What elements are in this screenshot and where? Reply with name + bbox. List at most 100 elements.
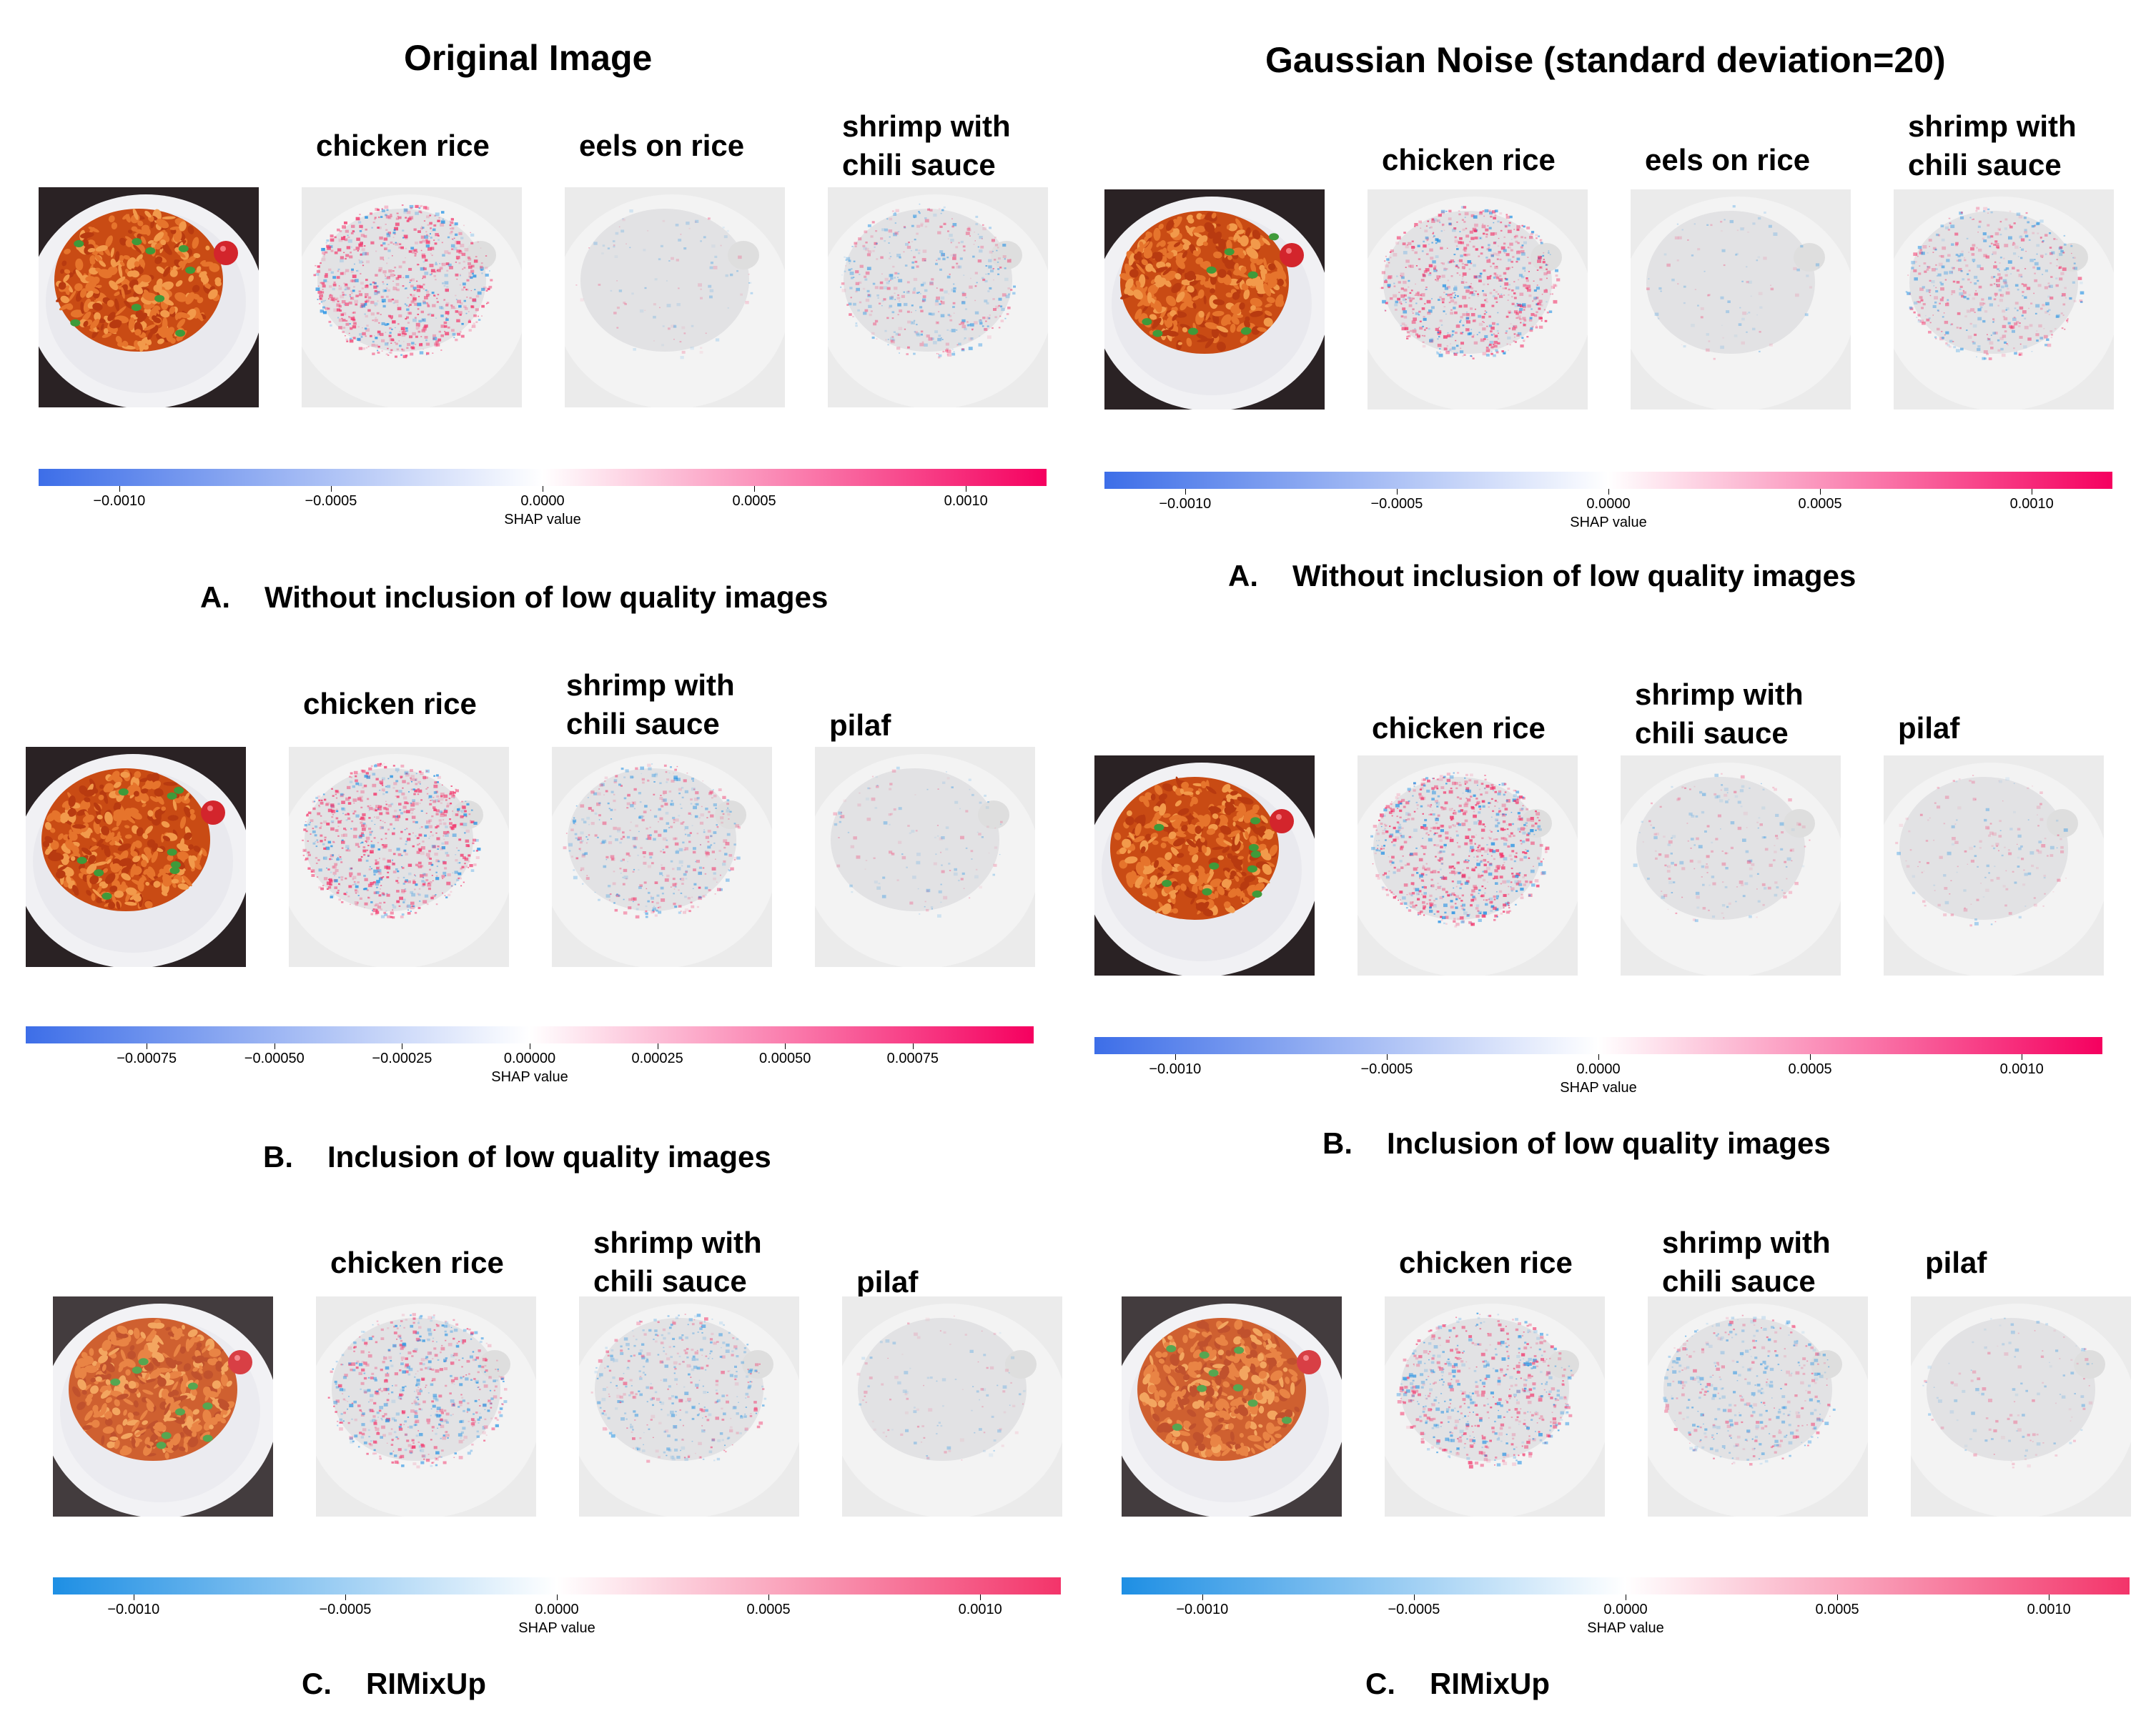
colorbar-tick-label: −0.00025 [372,1051,432,1066]
shap-heatmap [815,747,1035,967]
shap-colorbar [1122,1577,2130,1594]
colorbar-tick-mark [1810,1054,1811,1060]
colorbar-axis-label: SHAP value [504,512,581,527]
shap-colorbar [53,1577,1061,1594]
colorbar-tick-mark [754,486,756,492]
panel-caption-text: RIMixUp [1430,1667,1550,1700]
shap-colorbar [39,469,1047,486]
shap-heatmap [289,747,509,967]
colorbar-tick-label: −0.00050 [244,1051,305,1066]
panel-caption-text: Without inclusion of low quality images [1292,559,1856,592]
shap-map-label: shrimp with chili sauce [593,1226,762,1298]
colorbar-tick-label: 0.00050 [759,1051,811,1066]
shap-colorbar [1094,1037,2102,1054]
colorbar-tick-label: −0.0010 [1176,1602,1229,1617]
colorbar-tick-label: −0.0005 [319,1602,372,1617]
colorbar-tick-label: 0.0000 [1586,496,1631,512]
colorbar-tick-label: 0.00075 [886,1051,939,1066]
panel-caption-letter: A. [1228,559,1258,592]
colorbar-tick-label: −0.0010 [1149,1061,1202,1077]
panel-caption-letter: C. [302,1667,332,1700]
colorbar-tick-label: 0.0000 [535,1602,579,1617]
shap-map-label: eels on rice [1645,143,1811,177]
colorbar-tick-label: −0.0005 [1370,496,1423,512]
shap-heatmap [579,1296,799,1517]
food-photo [39,187,259,407]
colorbar-tick-mark [1202,1594,1203,1600]
shap-heatmap [316,1296,536,1517]
colorbar-tick-mark [330,486,332,492]
shap-heatmap [1368,189,1588,410]
colorbar-tick-label: 0.00025 [631,1051,683,1066]
shap-heatmap [1648,1296,1868,1517]
food-photo [26,747,246,967]
panel-caption-text: Inclusion of low quality images [327,1140,771,1174]
panel-caption-text: RIMixUp [366,1667,486,1700]
colorbar-tick-label: 0.0000 [1603,1602,1648,1617]
colorbar-tick-label: 0.0005 [732,493,776,509]
shap-heatmap [565,187,785,407]
colorbar-tick-mark [1386,1054,1388,1060]
shap-map-label: shrimp with chili sauce [566,668,735,740]
panel-caption: A. Without inclusion of low quality image… [1228,559,1856,593]
shap-heatmap [552,747,772,967]
column-title-gaussian-noise: Gaussian Noise (standard deviation=20) [1265,40,1946,80]
shap-heatmap [1385,1296,1605,1517]
shap-heatmap [828,187,1048,407]
colorbar-tick-label: 0.0010 [2009,496,2054,512]
colorbar-tick-label: 0.0010 [944,493,988,509]
colorbar-axis-label: SHAP value [1560,1080,1637,1096]
colorbar-tick-label: −0.0010 [1159,496,1212,512]
shap-map-label: eels on rice [579,129,745,162]
colorbar-tick-label: −0.0010 [107,1602,160,1617]
shap-heatmap [1631,189,1851,410]
food-photo [1122,1296,1342,1517]
colorbar-tick-label: −0.0010 [93,493,146,509]
food-photo [53,1296,273,1517]
shap-map-label: pilaf [856,1265,919,1299]
panel-caption: B. Inclusion of low quality images [263,1140,771,1174]
shap-map-label: shrimp with chili sauce [1635,678,1804,750]
colorbar-tick-mark [1413,1594,1415,1600]
colorbar-tick-label: 0.0010 [1999,1061,2044,1077]
panel-caption: A. Without inclusion of low quality image… [200,580,828,615]
shap-colorbar [1104,472,2112,489]
colorbar-tick-label: 0.0005 [1815,1602,1859,1617]
colorbar-tick-mark [1820,489,1821,495]
colorbar-tick-mark [1185,489,1186,495]
shap-heatmap [302,187,522,407]
colorbar-tick-label: −0.0005 [305,493,357,509]
food-photo [1104,189,1325,410]
colorbar-tick-mark [1175,1054,1176,1060]
colorbar-axis-label: SHAP value [518,1620,595,1636]
shap-map-label: chicken rice [330,1246,504,1279]
colorbar-tick-label: 0.0010 [958,1602,1002,1617]
shap-heatmap [1894,189,2114,410]
panel-caption-letter: B. [1322,1126,1353,1160]
colorbar-tick-label: 0.00000 [503,1051,556,1066]
panel-caption: C. RIMixUp [1365,1667,1550,1701]
shap-colorbar [26,1026,1034,1043]
colorbar-tick-mark [1396,489,1398,495]
colorbar-tick-mark [1608,489,1609,495]
shap-map-label: chicken rice [1399,1246,1573,1279]
shap-map-label: shrimp with chili sauce [1662,1226,1831,1298]
colorbar-tick-label: 0.0005 [1798,496,1842,512]
panel-caption: C. RIMixUp [302,1667,486,1701]
panel-caption-letter: C. [1365,1667,1395,1700]
colorbar-tick-label: 0.0010 [2027,1602,2071,1617]
colorbar-tick-label: −0.0005 [1360,1061,1413,1077]
shap-heatmap [1621,755,1841,976]
shap-heatmap [842,1296,1062,1517]
colorbar-tick-label: 0.0005 [746,1602,791,1617]
colorbar-tick-mark [912,1043,914,1049]
shap-map-label: chicken rice [1382,143,1556,177]
colorbar-tick-label: −0.0005 [1388,1602,1440,1617]
colorbar-tick-mark [557,1594,558,1600]
colorbar-tick-mark [785,1043,786,1049]
shap-heatmap [1884,755,2104,976]
shap-map-label: pilaf [829,708,891,742]
shap-heatmap [1358,755,1578,976]
panel-caption: B. Inclusion of low quality images [1322,1126,1831,1161]
colorbar-axis-label: SHAP value [1587,1620,1664,1636]
